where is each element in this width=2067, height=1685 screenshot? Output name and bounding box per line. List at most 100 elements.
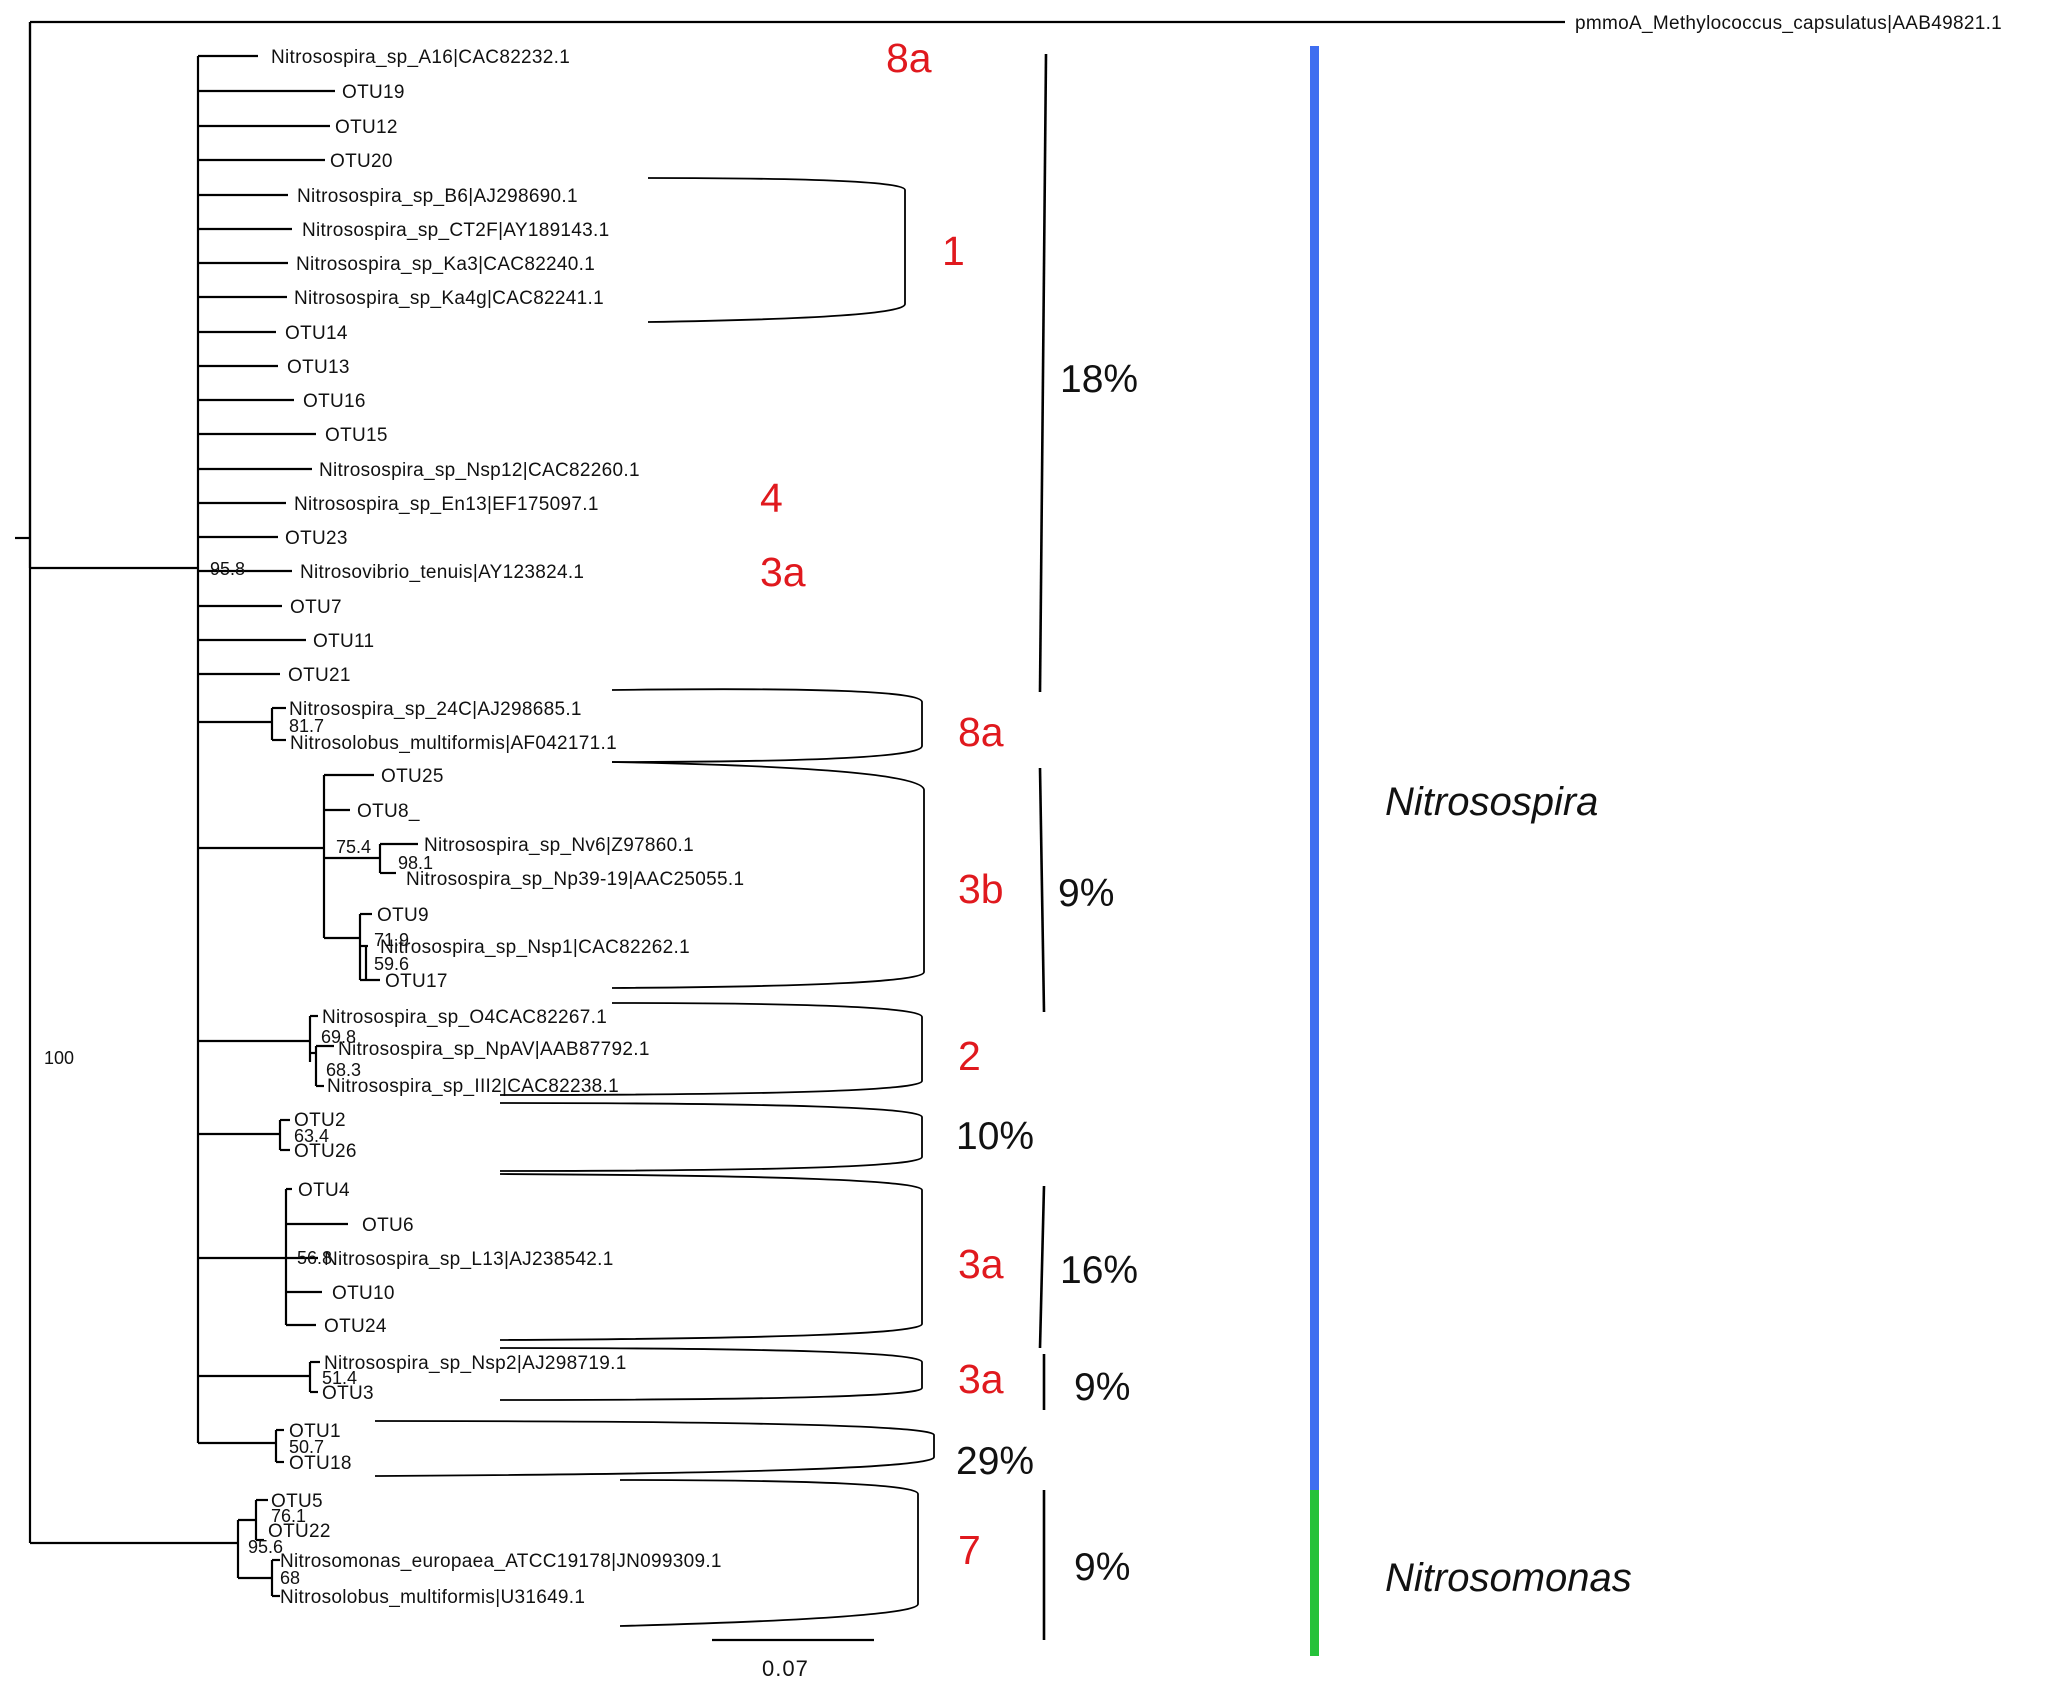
leaf-label: Nitrosomonas_europaea_ATCC19178|JN099309…	[280, 1551, 722, 1572]
leaf-label: Nitrosospira_sp_Nsp2|AJ298719.1	[324, 1353, 627, 1374]
support-value: 98.1	[398, 853, 433, 873]
support-value: 63.4	[294, 1126, 329, 1146]
leaf-label: Nitrosospira_sp_En13|EF175097.1	[294, 494, 599, 515]
cluster-label: 3a	[958, 1241, 1004, 1287]
support-value: 81.7	[289, 716, 324, 736]
leaf-label: OTU4	[298, 1180, 350, 1201]
abundance-groups: 18% 9% 10% 16% 9% 29% 9%	[956, 53, 1138, 1640]
cluster-label: 4	[760, 475, 783, 521]
leaf-label: OTU19	[342, 82, 405, 103]
leaf-label: Nitrosospira_sp_NpAV|AAB87792.1	[338, 1039, 650, 1060]
leaf-label: Nitrosospira_sp_B6|AJ298690.1	[297, 186, 578, 207]
leaf-label: OTU7	[290, 597, 342, 618]
group-bar	[1038, 1185, 1046, 1349]
leaf-label: OTU17	[385, 971, 448, 992]
leaf-label: Nitrosospira_sp_L13|AJ238542.1	[324, 1249, 614, 1270]
support-value: 69.8	[321, 1027, 356, 1047]
clade-brace	[374, 1420, 935, 1477]
leaf-label: OTU5	[271, 1491, 323, 1512]
genus-label-nitrosomonas: Nitrosomonas	[1385, 1556, 1632, 1600]
support-value: 76.1	[271, 1506, 306, 1526]
percent-label: 16%	[1060, 1249, 1138, 1292]
leaf-label: OTU12	[335, 117, 398, 138]
cluster-label: 3a	[760, 549, 806, 595]
support-value: 71.9	[374, 930, 409, 950]
leaf-label: OTU23	[285, 528, 348, 549]
cluster-label: 7	[958, 1527, 981, 1573]
percent-label: 9%	[1074, 1366, 1130, 1409]
leaf-label: Nitrosospira_sp_Nsp12|CAC82260.1	[319, 460, 640, 481]
leaf-label: Nitrosospira_sp_O4CAC82267.1	[322, 1007, 607, 1028]
leaf-label: OTU22	[268, 1521, 331, 1542]
clade-brace	[611, 761, 925, 989]
cluster-label: 3a	[958, 1356, 1004, 1402]
leaf-label: OTU3	[322, 1383, 374, 1404]
cluster-label: 1	[942, 228, 965, 274]
leaf-label: Nitrosolobus_multiformis|U31649.1	[280, 1587, 585, 1608]
percent-label: 18%	[1060, 358, 1138, 401]
leaf-label: OTU10	[332, 1283, 395, 1304]
support-value: 75.4	[336, 837, 371, 857]
support-value: 56.8	[297, 1248, 332, 1268]
clade-brace	[499, 1173, 923, 1341]
cluster-label: 8a	[886, 35, 932, 81]
leaf-labels: pmmoA_Methylococcus_capsulatus|AAB49821.…	[268, 13, 2002, 1608]
support-value: 51.4	[322, 1368, 357, 1388]
support-value: 68.3	[326, 1060, 361, 1080]
leaf-label: Nitrosospira_sp_Nv6|Z97860.1	[424, 835, 694, 856]
scale-bar-label: 0.07	[762, 1656, 809, 1681]
leaf-label: Nitrosospira_sp_24C|AJ298685.1	[289, 699, 582, 720]
clade-brace	[647, 177, 906, 323]
tree-branches	[15, 20, 1565, 1598]
leaf-label: OTU15	[325, 425, 388, 446]
leaf-label: Nitrosospira_sp_Np39-19|AAC25055.1	[406, 869, 744, 890]
genus-strip: Nitrosospira Nitrosomonas	[1310, 46, 1632, 1656]
leaf-label: Nitrosospira_sp_CT2F|AY189143.1	[302, 220, 609, 241]
clade-brace	[499, 1347, 923, 1401]
scale-bar: 0.07	[712, 1638, 874, 1681]
leaf-label: OTU18	[289, 1453, 352, 1474]
leaf-label: OTU8_	[357, 801, 420, 822]
group-bar	[1038, 767, 1046, 1013]
support-value: 50.7	[289, 1437, 324, 1457]
leaf-label: Nitrosospira_sp_Ka3|CAC82240.1	[296, 254, 595, 275]
clade-brace	[499, 1002, 923, 1096]
support-value: 95.6	[248, 1537, 283, 1557]
nitrosomonas-color-bar	[1310, 1490, 1319, 1656]
cluster-label: 2	[958, 1033, 981, 1079]
support-value: 59.6	[374, 954, 409, 974]
support-value: 68	[280, 1568, 300, 1588]
genus-label-nitrosospira: Nitrosospira	[1385, 780, 1598, 824]
nitrosospira-color-bar	[1310, 46, 1319, 1490]
leaf-label: OTU16	[303, 391, 366, 412]
percent-label: 29%	[956, 1440, 1034, 1483]
cluster-label: 8a	[958, 709, 1004, 755]
leaf-label: OTU13	[287, 357, 350, 378]
support-value: 95.8	[210, 559, 245, 579]
clade-brace	[611, 688, 923, 763]
percent-label: 9%	[1074, 1546, 1130, 1589]
percent-label: 9%	[1058, 872, 1114, 915]
group-bar	[1038, 53, 1048, 693]
percent-label: 10%	[956, 1115, 1034, 1158]
leaf-label: OTU11	[313, 631, 374, 652]
leaf-label: OTU14	[285, 323, 348, 344]
cluster-labels: 8a 1 4 3a 8a 3b 2 3a 3a 7	[760, 35, 1004, 1573]
leaf-label: OTU1	[289, 1421, 341, 1442]
leaf-label: Nitrosospira_sp_A16|CAC82232.1	[271, 47, 570, 68]
leaf-label: OTU25	[381, 766, 444, 787]
leaf-label: Nitrosospira_sp_Nsp1|CAC82262.1	[380, 937, 690, 958]
clade-brace	[499, 1102, 923, 1172]
leaf-label: Nitrosospira_sp_Ka4g|CAC82241.1	[294, 288, 604, 309]
leaf-label: OTU6	[362, 1215, 414, 1236]
leaf-label: OTU26	[294, 1141, 357, 1162]
support-value: 100	[44, 1048, 74, 1068]
leaf-label: OTU20	[330, 151, 393, 172]
leaf-label: Nitrosolobus_multiformis|AF042171.1	[290, 733, 617, 754]
leaf-label: OTU9	[377, 905, 429, 926]
leaf-label: pmmoA_Methylococcus_capsulatus|AAB49821.…	[1575, 13, 2002, 34]
leaf-label: OTU2	[294, 1110, 346, 1131]
clade-braces	[374, 177, 935, 1627]
clade-brace	[619, 1479, 919, 1627]
